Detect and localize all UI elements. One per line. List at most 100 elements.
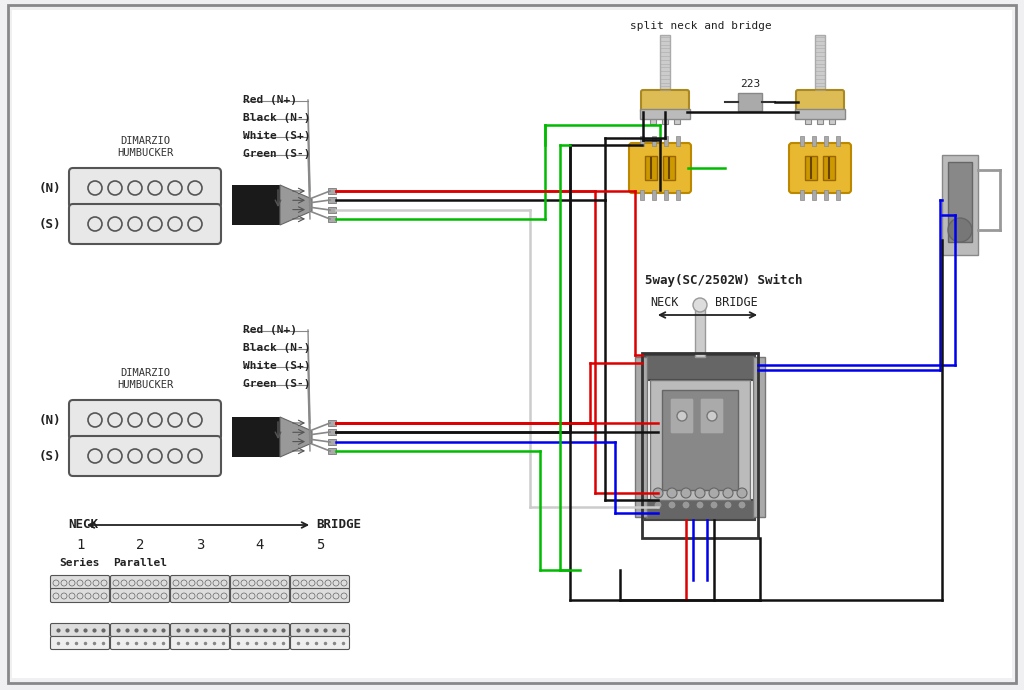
- Circle shape: [101, 580, 106, 586]
- Bar: [952, 220, 968, 228]
- Circle shape: [317, 593, 323, 599]
- Circle shape: [249, 580, 255, 586]
- Bar: [328, 420, 336, 426]
- Circle shape: [173, 580, 179, 586]
- FancyBboxPatch shape: [111, 636, 170, 649]
- Circle shape: [309, 580, 315, 586]
- Bar: [823, 156, 835, 180]
- Circle shape: [273, 580, 279, 586]
- Circle shape: [88, 181, 102, 195]
- Circle shape: [88, 449, 102, 463]
- Bar: [328, 188, 336, 194]
- Circle shape: [653, 488, 663, 498]
- Text: Series: Series: [59, 558, 100, 568]
- Bar: [942, 155, 978, 255]
- Circle shape: [148, 413, 162, 427]
- FancyBboxPatch shape: [291, 624, 349, 636]
- Text: White (S+): White (S+): [243, 131, 310, 141]
- Bar: [664, 136, 668, 146]
- Circle shape: [301, 580, 307, 586]
- Bar: [676, 136, 680, 146]
- Bar: [674, 112, 680, 124]
- Circle shape: [168, 413, 182, 427]
- Circle shape: [189, 593, 195, 599]
- Circle shape: [161, 593, 167, 599]
- FancyBboxPatch shape: [69, 436, 221, 476]
- Text: Parallel: Parallel: [113, 558, 167, 568]
- Text: 1: 1: [76, 538, 84, 552]
- Bar: [952, 160, 968, 168]
- Circle shape: [61, 593, 67, 599]
- Circle shape: [188, 217, 202, 231]
- Bar: [650, 112, 656, 124]
- Bar: [817, 112, 823, 124]
- FancyBboxPatch shape: [69, 400, 221, 440]
- FancyBboxPatch shape: [69, 204, 221, 244]
- Bar: [753, 357, 765, 517]
- Text: BRIDGE: BRIDGE: [316, 518, 361, 531]
- Circle shape: [188, 449, 202, 463]
- Bar: [640, 109, 690, 119]
- Circle shape: [265, 580, 271, 586]
- Circle shape: [241, 580, 247, 586]
- Bar: [640, 190, 644, 200]
- Circle shape: [724, 501, 732, 509]
- Bar: [800, 190, 804, 200]
- Bar: [695, 305, 705, 357]
- Bar: [662, 390, 738, 490]
- Circle shape: [173, 593, 179, 599]
- Circle shape: [93, 580, 99, 586]
- Circle shape: [281, 593, 287, 599]
- Circle shape: [710, 501, 718, 509]
- Circle shape: [249, 593, 255, 599]
- FancyBboxPatch shape: [171, 624, 229, 636]
- Circle shape: [168, 449, 182, 463]
- Bar: [328, 207, 336, 213]
- Bar: [645, 156, 657, 180]
- Bar: [328, 197, 336, 203]
- Circle shape: [221, 593, 227, 599]
- Bar: [824, 136, 828, 146]
- Bar: [645, 500, 755, 520]
- Bar: [800, 136, 804, 146]
- Circle shape: [69, 580, 75, 586]
- FancyBboxPatch shape: [641, 90, 689, 114]
- Bar: [805, 112, 811, 124]
- Circle shape: [145, 593, 151, 599]
- Text: NECK: NECK: [68, 518, 98, 531]
- Circle shape: [738, 501, 746, 509]
- Circle shape: [281, 580, 287, 586]
- Bar: [948, 162, 972, 242]
- Circle shape: [108, 413, 122, 427]
- Text: 5: 5: [315, 538, 325, 552]
- Circle shape: [113, 580, 119, 586]
- Circle shape: [188, 413, 202, 427]
- Circle shape: [148, 217, 162, 231]
- Circle shape: [205, 593, 211, 599]
- FancyBboxPatch shape: [230, 589, 290, 602]
- Bar: [328, 429, 336, 435]
- Circle shape: [69, 593, 75, 599]
- Circle shape: [257, 593, 263, 599]
- Text: 2: 2: [136, 538, 144, 552]
- Text: Green (S-): Green (S-): [243, 149, 310, 159]
- Text: 3: 3: [196, 538, 204, 552]
- Circle shape: [137, 593, 143, 599]
- Circle shape: [168, 217, 182, 231]
- Bar: [824, 190, 828, 200]
- Circle shape: [108, 181, 122, 195]
- Circle shape: [77, 593, 83, 599]
- Bar: [795, 109, 845, 119]
- Circle shape: [77, 580, 83, 586]
- Circle shape: [108, 449, 122, 463]
- Circle shape: [696, 501, 705, 509]
- Circle shape: [233, 593, 239, 599]
- FancyBboxPatch shape: [629, 143, 691, 193]
- Circle shape: [317, 580, 323, 586]
- Circle shape: [737, 488, 746, 498]
- FancyBboxPatch shape: [790, 143, 851, 193]
- Circle shape: [181, 580, 187, 586]
- Circle shape: [148, 181, 162, 195]
- Bar: [328, 439, 336, 445]
- Circle shape: [213, 593, 219, 599]
